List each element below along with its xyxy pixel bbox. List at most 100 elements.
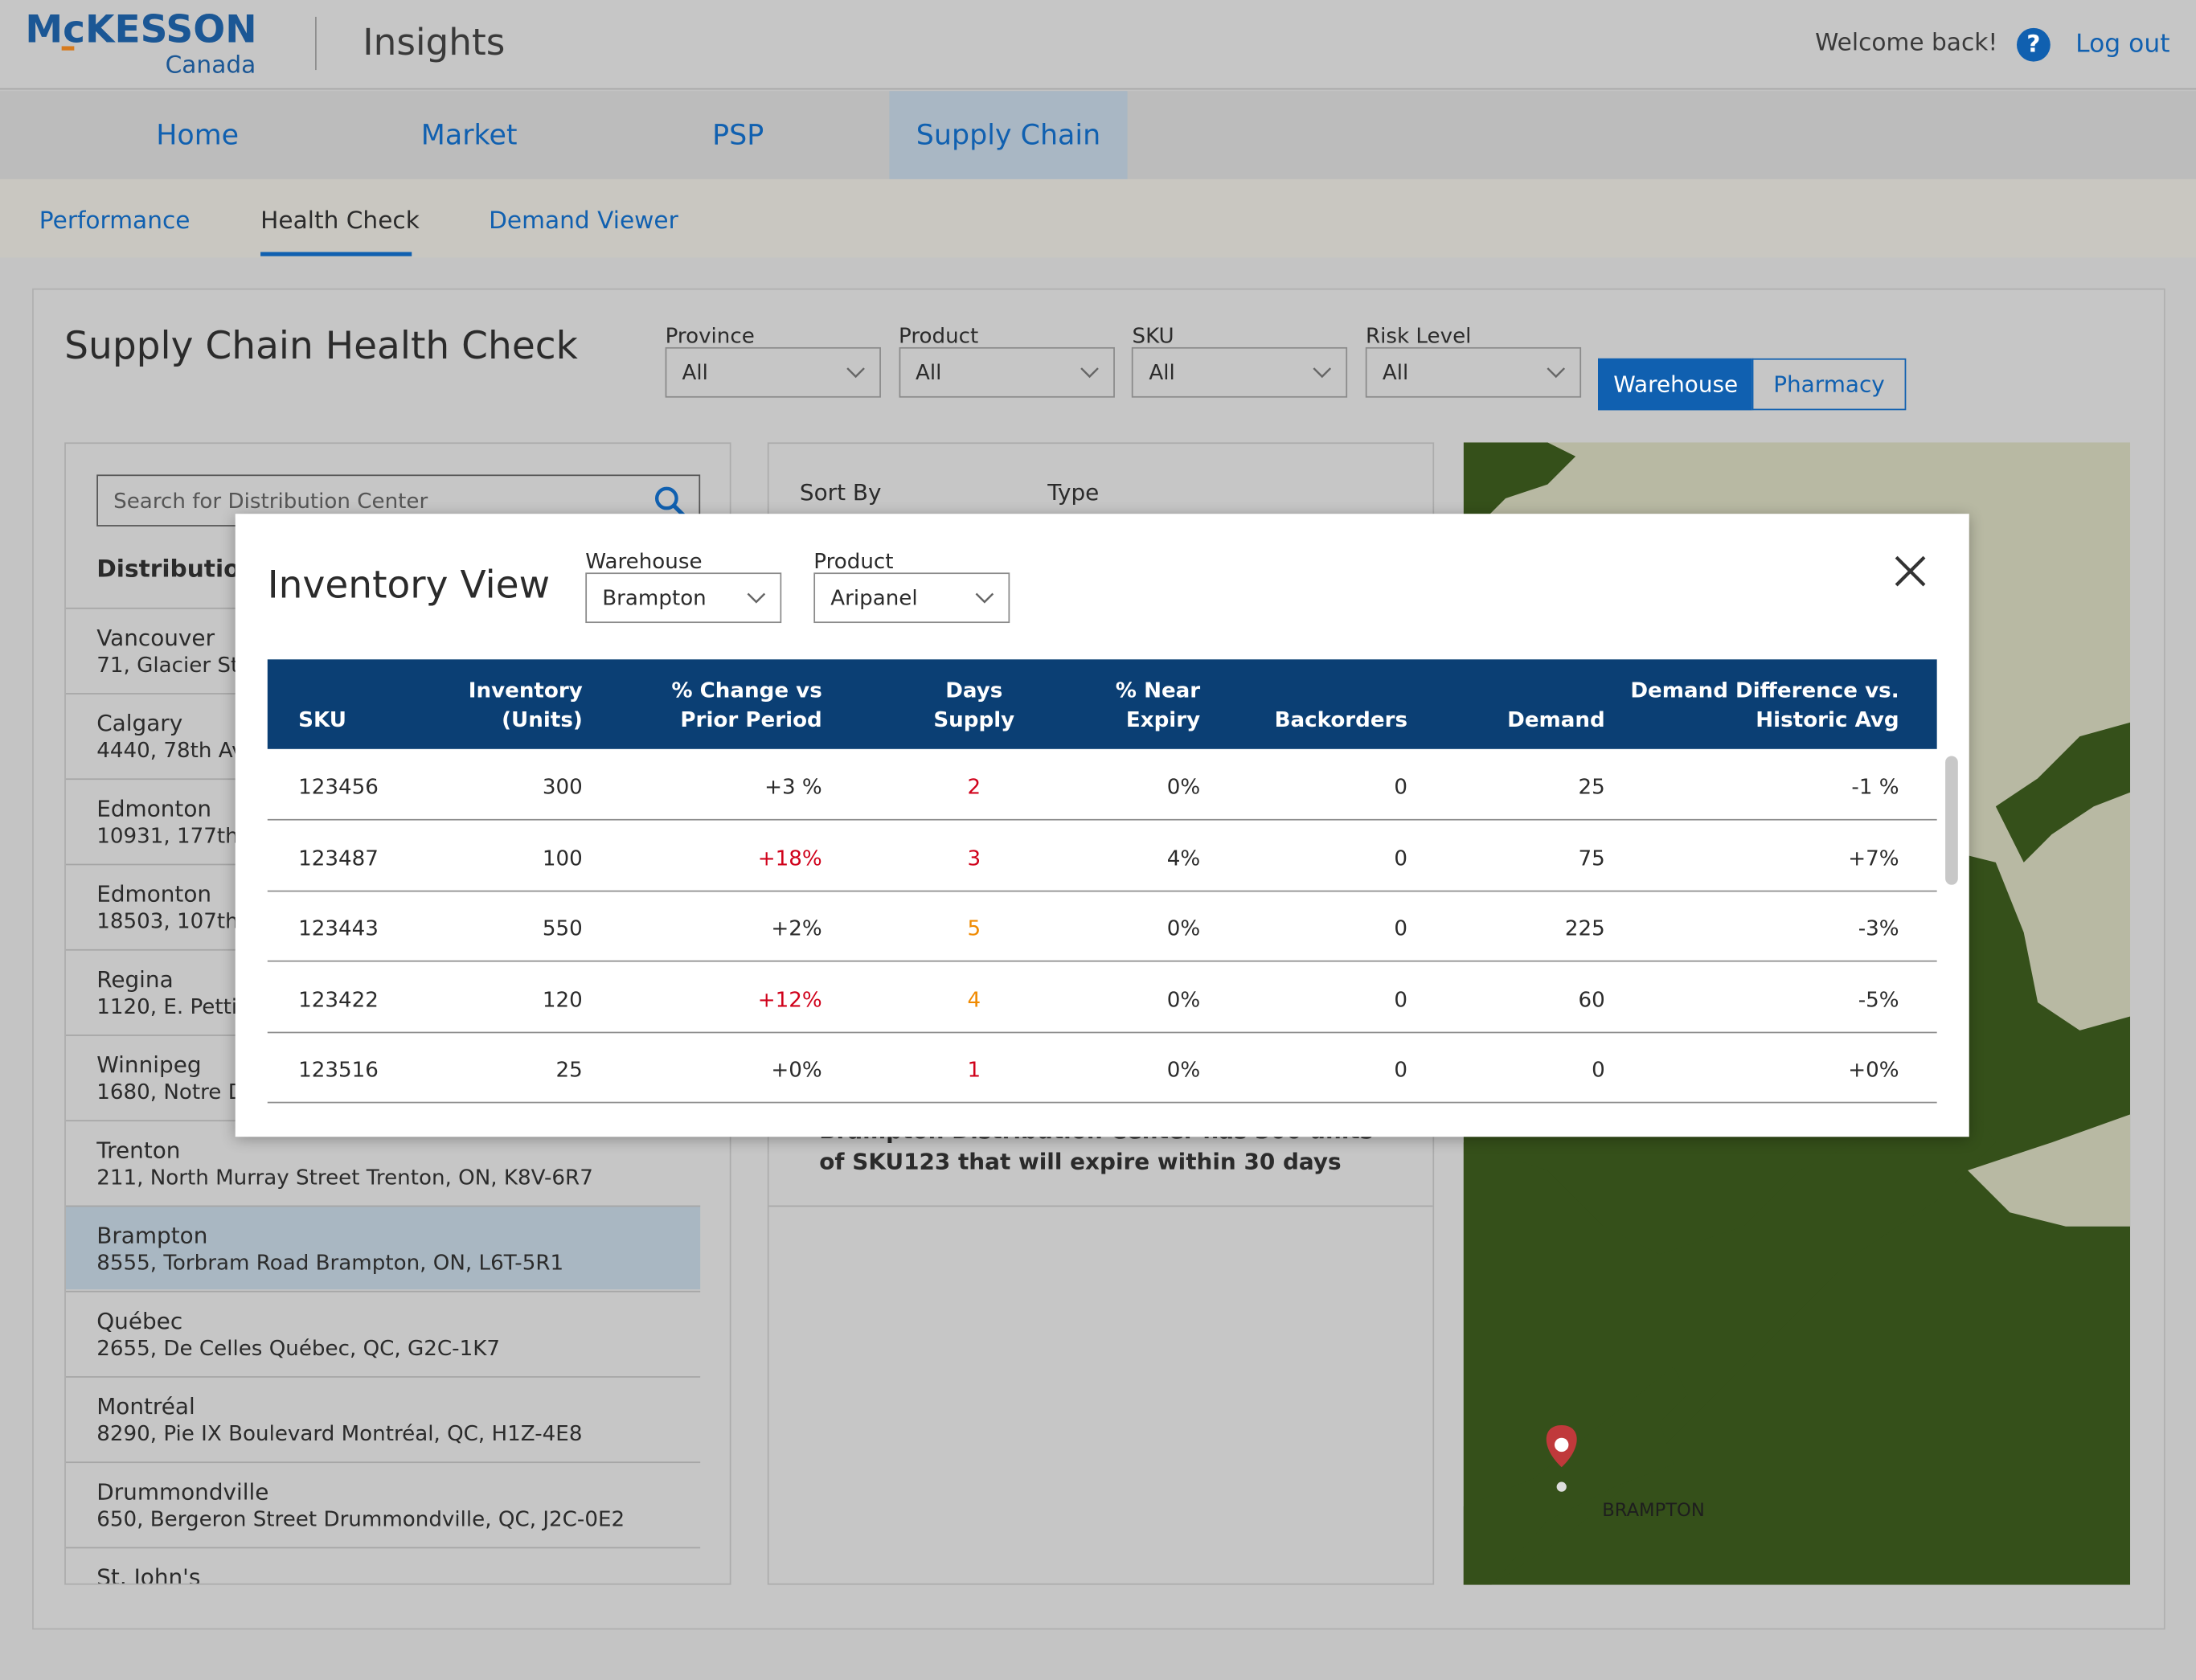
- dc-address: 10931, 177th S: [96, 823, 259, 849]
- dc-address: 1120, E. Pettig: [96, 994, 251, 1019]
- close-button[interactable]: [1894, 555, 1928, 588]
- brand-sub: Canada: [165, 51, 256, 80]
- list-divider: [65, 1205, 701, 1207]
- table-cell: 123487: [298, 845, 379, 871]
- column-header: Demand: [1507, 707, 1605, 732]
- subnav-tab[interactable]: Health Check: [260, 207, 420, 236]
- logout[interactable]: Log out: [2075, 29, 2170, 59]
- filter-label: SKU: [1132, 323, 1174, 349]
- table-cell: 4: [967, 986, 981, 1012]
- filter-label: Risk Level: [1365, 323, 1472, 349]
- dc-address: 211, North Murray Street Trenton, ON, K8…: [96, 1165, 593, 1190]
- table-cell: 225: [1564, 916, 1605, 941]
- table-cell: +0%: [1848, 1056, 1899, 1083]
- filter-value: Aripanel: [830, 585, 918, 611]
- dc-name[interactable]: Edmonton: [96, 795, 212, 822]
- filter-select[interactable]: All: [665, 346, 881, 398]
- subnav-tab[interactable]: Performance: [39, 207, 191, 236]
- map-label: BRAMPTON: [1602, 1500, 1705, 1521]
- table-cell: 0%: [1166, 986, 1201, 1012]
- scrollbar[interactable]: [1945, 756, 1958, 885]
- row-divider: [267, 1101, 1937, 1104]
- filter-select[interactable]: Aripanel: [813, 572, 1010, 624]
- dc-address: 18503, 107th A: [96, 908, 260, 934]
- dc-address: 8290, Pie IX Boulevard Montréal, QC, H1Z…: [96, 1420, 583, 1447]
- table-cell: 60: [1578, 986, 1605, 1012]
- nav-tab[interactable]: Supply Chain: [916, 117, 1101, 152]
- modal: Inventory View Warehouse Brampton Product A…: [235, 514, 1969, 1137]
- nav-tab[interactable]: Home: [156, 117, 240, 152]
- dc-name[interactable]: Trenton: [96, 1137, 181, 1164]
- toggle-button[interactable]: Warehouse: [1598, 358, 1754, 411]
- list-selected-bg: [65, 1205, 701, 1290]
- table-cell: 75: [1578, 845, 1605, 871]
- table-cell: +12%: [757, 986, 822, 1012]
- header: [0, 0, 2196, 90]
- dc-address: 71, Glacier Str: [96, 652, 248, 678]
- search-icon[interactable]: [653, 485, 686, 518]
- table-cell: 550: [542, 916, 583, 941]
- dc-address: 2655, De Celles Québec, QC, G2C-1K7: [96, 1335, 500, 1361]
- column-header: Inventory (Units): [468, 677, 583, 732]
- table-cell: 0: [1394, 916, 1408, 941]
- dc-name[interactable]: St. John's: [96, 1563, 201, 1585]
- dc-name[interactable]: Montréal: [96, 1392, 195, 1420]
- table-cell: 25: [1578, 774, 1605, 800]
- row-divider: [267, 1031, 1937, 1033]
- filter-label: Province: [665, 323, 755, 349]
- filter-value: All: [682, 359, 708, 385]
- filter-select[interactable]: All: [1365, 346, 1582, 398]
- sort-by: Sort By: [799, 478, 882, 506]
- dc-name[interactable]: Brampton: [96, 1222, 208, 1249]
- filter-select[interactable]: All: [1132, 346, 1348, 398]
- modal-title: Inventory View: [267, 563, 551, 608]
- table-cell: 0: [1394, 986, 1408, 1012]
- dc-name[interactable]: Regina: [96, 965, 174, 993]
- filter-value: All: [1382, 359, 1409, 385]
- dc-address: 650, Bergeron Street Drummondville, QC, …: [96, 1506, 625, 1532]
- page-title: Supply Chain Health Check: [64, 325, 578, 369]
- row-divider: [267, 960, 1937, 962]
- table-cell: 0%: [1166, 774, 1201, 800]
- table-cell: 123516: [298, 1056, 379, 1083]
- column-header: Days Supply: [933, 677, 1015, 732]
- filter-label: Product: [813, 548, 894, 575]
- dc-name[interactable]: Vancouver: [96, 624, 215, 651]
- help-icon[interactable]: ?: [2016, 27, 2051, 62]
- table-cell: +18%: [757, 845, 822, 871]
- table-cell: 4%: [1166, 845, 1201, 871]
- filter-value: Brampton: [602, 585, 707, 611]
- row-divider: [267, 889, 1937, 891]
- table-cell: 123443: [298, 916, 379, 941]
- table-cell: 100: [542, 845, 583, 871]
- column-header: SKU: [298, 707, 346, 732]
- dc-name[interactable]: Drummondville: [96, 1478, 269, 1506]
- filter-select[interactable]: Brampton: [585, 572, 782, 624]
- type-label: Type: [1047, 478, 1100, 506]
- table-cell: 0: [1394, 774, 1408, 800]
- subnav-tab[interactable]: Demand Viewer: [489, 207, 678, 236]
- table-cell: 25: [555, 1056, 583, 1083]
- list-heading: Distribution: [96, 555, 257, 584]
- dc-name[interactable]: Calgary: [96, 710, 183, 737]
- dc-name[interactable]: Winnipeg: [96, 1051, 202, 1079]
- dc-address: 1680, Notre D: [96, 1079, 244, 1105]
- toggle-button[interactable]: Pharmacy: [1751, 358, 1907, 411]
- dc-name[interactable]: Edmonton: [96, 880, 212, 908]
- table-cell: -3%: [1858, 916, 1899, 941]
- nav-active-bg: [889, 91, 1128, 179]
- table-cell: +7%: [1848, 845, 1899, 871]
- dc-name[interactable]: Québec: [96, 1307, 183, 1334]
- table-cell: 1: [967, 1056, 981, 1083]
- nav-tab[interactable]: PSP: [712, 117, 764, 152]
- filter-select[interactable]: All: [899, 346, 1115, 398]
- nav-tab[interactable]: Market: [420, 117, 518, 152]
- table-cell: 0: [1394, 1056, 1408, 1083]
- map-pin[interactable]: [1546, 1425, 1577, 1492]
- table-cell: -1 %: [1851, 774, 1899, 800]
- row-divider: [267, 818, 1937, 821]
- table-cell: 5: [967, 916, 981, 941]
- table-cell: 123422: [298, 986, 379, 1012]
